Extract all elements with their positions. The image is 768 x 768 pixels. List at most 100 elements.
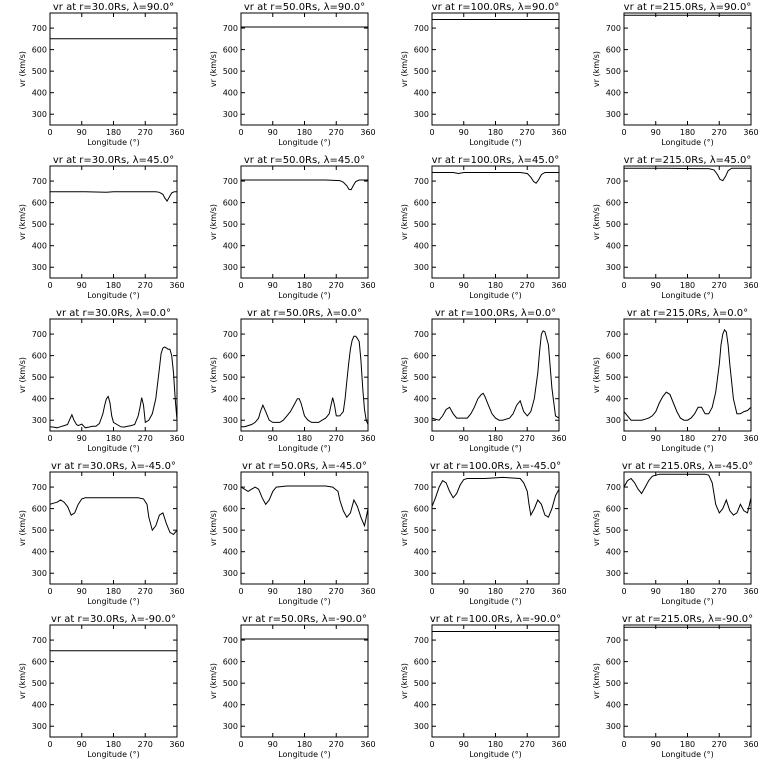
x-tick-label: 360: [169, 434, 184, 443]
y-tick-label: 400: [223, 701, 238, 710]
x-tick-label: 0: [238, 434, 243, 443]
y-tick-label: 700: [414, 330, 429, 339]
plot-frame: [240, 12, 369, 126]
panel: vr at r=100.0Rs, λ=90.0° 0 90 180 270 360 300 4…: [400, 2, 567, 147]
y-axis-label: vr (km/s): [209, 510, 218, 546]
x-tick-label: 90: [651, 587, 661, 596]
panel-title: vr at r=215.0Rs, λ=-90.0°: [622, 614, 753, 625]
x-axis-label: Longitude (°): [278, 750, 331, 759]
y-tick-label: 300: [414, 263, 429, 272]
plot-frame: [431, 165, 560, 279]
x-tick-label: 270: [138, 587, 153, 596]
panel-title: vr at r=215.0Rs, λ=0.0°: [627, 308, 748, 319]
panel: vr at r=30.0Rs, λ=-45.0° 0 90 180 270 360 300 4…: [18, 461, 185, 606]
x-tick-label: 0: [238, 587, 243, 596]
x-tick-label: 90: [651, 434, 661, 443]
x-tick-label: 360: [169, 128, 184, 137]
x-tick-label: 360: [743, 587, 758, 596]
y-tick-label: 700: [414, 177, 429, 186]
x-tick-label: 90: [651, 128, 661, 137]
x-tick-label: 0: [429, 434, 434, 443]
y-tick-label: 600: [606, 46, 621, 55]
y-axis-label: vr (km/s): [592, 663, 601, 699]
y-axis-label: vr (km/s): [18, 51, 27, 87]
vr-series-line: [241, 485, 368, 528]
x-axis-label: Longitude (°): [87, 750, 140, 759]
x-tick-label: 0: [429, 740, 434, 749]
x-tick-label: 0: [621, 740, 626, 749]
x-tick-label: 0: [47, 281, 52, 290]
x-axis-label: Longitude (°): [661, 291, 714, 300]
y-tick-label: 700: [606, 24, 621, 33]
panel-title: vr at r=30.0Rs, λ=90.0°: [53, 2, 174, 13]
x-tick-label: 270: [712, 434, 727, 443]
y-axis-label: vr (km/s): [18, 204, 27, 240]
y-tick-label: 500: [223, 679, 238, 688]
x-tick-label: 360: [360, 434, 375, 443]
panel-title: vr at r=215.0Rs, λ=90.0°: [624, 2, 752, 13]
y-tick-label: 600: [223, 505, 238, 514]
y-tick-label: 300: [606, 263, 621, 272]
x-tick-label: 0: [47, 587, 52, 596]
x-tick-label: 270: [520, 434, 535, 443]
x-tick-label: 270: [520, 281, 535, 290]
y-tick-label: 600: [606, 352, 621, 361]
y-tick-label: 300: [606, 722, 621, 731]
panel: vr at r=30.0Rs, λ=-90.0° 0 90 180 270 360 300 4…: [18, 614, 185, 759]
panel-title: vr at r=100.0Rs, λ=-45.0°: [430, 461, 561, 472]
x-tick-label: 360: [169, 740, 184, 749]
panel: vr at r=50.0Rs, λ=-90.0° 0 90 180 270 360 300 4…: [209, 614, 376, 759]
vr-series-line: [50, 346, 177, 429]
y-tick-label: 600: [223, 658, 238, 667]
plot-frame: [431, 12, 560, 126]
x-axis-label: Longitude (°): [469, 597, 522, 606]
y-tick-label: 700: [606, 177, 621, 186]
x-tick-label: 0: [429, 128, 434, 137]
panel: vr at r=100.0Rs, λ=-90.0° 0 90 180 270 360 300…: [400, 614, 567, 759]
y-tick-label: 500: [414, 526, 429, 535]
y-tick-label: 600: [414, 505, 429, 514]
y-tick-label: 500: [223, 373, 238, 382]
panel-title: vr at r=50.0Rs, λ=0.0°: [247, 308, 362, 319]
x-axis-label: Longitude (°): [278, 291, 331, 300]
y-tick-label: 500: [606, 220, 621, 229]
x-tick-label: 90: [459, 434, 469, 443]
panel: vr at r=100.0Rs, λ=45.0° 0 90 180 270 360 300 4…: [400, 155, 567, 300]
panel: vr at r=50.0Rs, λ=-45.0° 0 90 180 270 360 300 4…: [209, 461, 376, 606]
y-tick-label: 700: [32, 177, 47, 186]
x-tick-label: 360: [551, 128, 566, 137]
y-tick-label: 700: [32, 636, 47, 645]
y-tick-label: 500: [32, 67, 47, 76]
vr-series-line: [624, 167, 751, 182]
x-tick-label: 90: [77, 128, 87, 137]
panel: vr at r=100.0Rs, λ=0.0° 0 90 180 270 360 300 40…: [400, 308, 567, 453]
y-tick-label: 500: [414, 67, 429, 76]
y-axis-label: vr (km/s): [400, 663, 409, 699]
x-tick-label: 180: [297, 587, 312, 596]
y-tick-label: 700: [32, 24, 47, 33]
panel: vr at r=30.0Rs, λ=45.0° 0 90 180 270 360 300 40…: [18, 155, 185, 300]
x-tick-label: 90: [459, 128, 469, 137]
x-tick-label: 360: [743, 128, 758, 137]
panel-title: vr at r=50.0Rs, λ=-90.0°: [242, 614, 367, 625]
x-tick-label: 270: [138, 434, 153, 443]
y-tick-label: 600: [223, 352, 238, 361]
y-tick-label: 500: [414, 220, 429, 229]
x-tick-label: 270: [329, 740, 344, 749]
y-tick-label: 300: [414, 569, 429, 578]
x-tick-label: 0: [238, 128, 243, 137]
x-axis-label: Longitude (°): [469, 138, 522, 147]
x-tick-label: 360: [743, 740, 758, 749]
plot-frame: [240, 624, 369, 738]
x-tick-label: 360: [360, 587, 375, 596]
x-tick-label: 180: [106, 740, 121, 749]
x-tick-label: 360: [169, 281, 184, 290]
plot-frame: [49, 165, 178, 279]
x-tick-label: 0: [47, 740, 52, 749]
x-tick-label: 0: [621, 281, 626, 290]
y-tick-label: 700: [606, 330, 621, 339]
y-tick-label: 300: [223, 416, 238, 425]
x-tick-label: 180: [488, 740, 503, 749]
y-tick-label: 600: [414, 352, 429, 361]
